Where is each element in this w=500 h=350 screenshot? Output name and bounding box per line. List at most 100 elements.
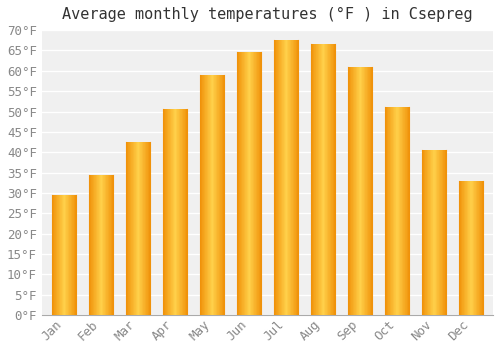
Bar <box>132 142 133 315</box>
Bar <box>480 181 481 315</box>
Bar <box>60 195 61 315</box>
Bar <box>213 75 214 315</box>
Bar <box>459 181 460 315</box>
Bar <box>362 67 363 315</box>
Bar <box>54 195 55 315</box>
Bar <box>97 175 98 315</box>
Bar <box>351 67 352 315</box>
Bar <box>404 107 406 315</box>
Bar <box>52 195 53 315</box>
Bar <box>464 181 465 315</box>
Bar <box>366 67 367 315</box>
Bar <box>67 195 68 315</box>
Bar <box>348 67 349 315</box>
Bar <box>93 175 94 315</box>
Bar <box>101 175 102 315</box>
Bar <box>482 181 483 315</box>
Bar <box>145 142 146 315</box>
Bar <box>164 110 166 315</box>
Bar <box>278 40 280 315</box>
Bar <box>311 44 312 315</box>
Bar <box>368 67 369 315</box>
Bar <box>71 195 72 315</box>
Bar <box>312 44 314 315</box>
Bar <box>143 142 144 315</box>
Bar <box>287 40 288 315</box>
Bar <box>247 52 248 315</box>
Bar <box>206 75 207 315</box>
Bar <box>465 181 466 315</box>
Bar <box>146 142 147 315</box>
Bar <box>204 75 206 315</box>
Bar <box>294 40 295 315</box>
Bar <box>398 107 400 315</box>
Bar <box>355 67 356 315</box>
Bar <box>240 52 241 315</box>
Bar <box>316 44 317 315</box>
Bar <box>98 175 99 315</box>
Bar <box>61 195 62 315</box>
Bar <box>330 44 332 315</box>
Bar <box>94 175 95 315</box>
Bar <box>148 142 149 315</box>
Bar <box>481 181 482 315</box>
Bar <box>470 181 471 315</box>
Bar <box>334 44 335 315</box>
Bar <box>185 110 186 315</box>
Bar <box>367 67 368 315</box>
Bar <box>425 150 426 315</box>
Bar <box>55 195 56 315</box>
Bar <box>358 67 360 315</box>
Bar <box>320 44 321 315</box>
Bar <box>200 75 201 315</box>
Bar <box>407 107 408 315</box>
Bar <box>129 142 130 315</box>
Bar <box>435 150 436 315</box>
Bar <box>364 67 366 315</box>
Bar <box>70 195 71 315</box>
Bar <box>349 67 350 315</box>
Bar <box>105 175 106 315</box>
Bar <box>478 181 480 315</box>
Bar <box>92 175 93 315</box>
Bar <box>243 52 244 315</box>
Bar <box>406 107 407 315</box>
Bar <box>422 150 423 315</box>
Bar <box>175 110 176 315</box>
Bar <box>314 44 315 315</box>
Bar <box>326 44 327 315</box>
Bar <box>181 110 182 315</box>
Bar <box>354 67 355 315</box>
Bar <box>103 175 104 315</box>
Bar <box>201 75 202 315</box>
Bar <box>173 110 174 315</box>
Bar <box>429 150 430 315</box>
Bar <box>357 67 358 315</box>
Bar <box>178 110 179 315</box>
Bar <box>370 67 372 315</box>
Bar <box>208 75 209 315</box>
Bar <box>423 150 424 315</box>
Bar <box>401 107 402 315</box>
Bar <box>283 40 284 315</box>
Bar <box>127 142 128 315</box>
Bar <box>250 52 252 315</box>
Bar <box>322 44 323 315</box>
Bar <box>163 110 164 315</box>
Bar <box>135 142 136 315</box>
Bar <box>474 181 475 315</box>
Bar <box>180 110 181 315</box>
Bar <box>471 181 472 315</box>
Bar <box>171 110 172 315</box>
Bar <box>258 52 259 315</box>
Bar <box>426 150 428 315</box>
Bar <box>168 110 169 315</box>
Bar <box>209 75 210 315</box>
Bar <box>442 150 443 315</box>
Bar <box>74 195 75 315</box>
Bar <box>392 107 394 315</box>
Bar <box>212 75 213 315</box>
Bar <box>140 142 141 315</box>
Bar <box>176 110 177 315</box>
Bar <box>321 44 322 315</box>
